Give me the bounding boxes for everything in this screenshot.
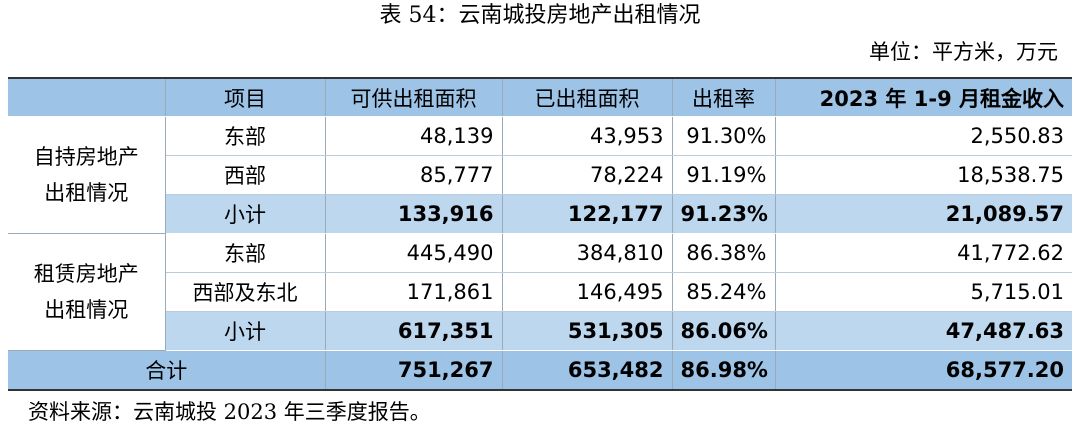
table-body: 项目 可供出租面积 已出租面积 出租率 2023 年 1-9 月租金收入 自持房地产出租情…: [8, 77, 1072, 391]
group-label: 自持房地产出租情况: [33, 145, 139, 205]
cell: 43,953: [502, 116, 673, 156]
cell: 617,351: [325, 311, 503, 351]
subtotal-row: 小计 617,351 531,305 86.06% 47,487.63: [8, 311, 1072, 351]
group-label-cell: 自持房地产出租情况: [8, 116, 166, 234]
header-cell: [8, 77, 166, 117]
cell: 21,089.57: [775, 194, 1072, 234]
row-label: 西部: [165, 155, 326, 195]
cell: 384,810: [502, 233, 673, 273]
table: 项目 可供出租面积 已出租面积 出租率 2023 年 1-9 月租金收入 自持房地产出租情…: [8, 77, 1072, 391]
header-cell: 2023 年 1-9 月租金收入: [775, 77, 1072, 117]
cell: 18,538.75: [775, 155, 1072, 195]
data-row: 西部 85,777 78,224 91.19% 18,538.75: [8, 155, 1072, 195]
data-row: 自持房地产出租情况 东部 48,139 43,953 91.30% 2,550.83: [8, 116, 1072, 234]
row-label: 东部: [165, 233, 326, 273]
cell: 751,267: [325, 350, 503, 391]
header-cell: 已出租面积: [502, 77, 673, 117]
cell: 85,777: [325, 155, 503, 195]
row-label: 合计: [8, 350, 326, 391]
unit-note: 单位：平方米，万元: [869, 40, 1058, 64]
row-label: 东部: [165, 116, 326, 156]
cell: 78,224: [502, 155, 673, 195]
header-cell: 项目: [165, 77, 326, 117]
data-row: 租赁房地产出租情况 东部 445,490 384,810 86.38% 41,772.62: [8, 233, 1072, 351]
cell: 91.30%: [672, 116, 776, 156]
cell: 85.24%: [672, 272, 776, 312]
header-cell: 可供出租面积: [325, 77, 503, 117]
table-title: 表 54：云南城投房地产出租情况: [379, 3, 701, 28]
cell: 41,772.62: [775, 233, 1072, 273]
group-label-cell: 租赁房地产出租情况: [8, 233, 166, 351]
cell: 5,715.01: [775, 272, 1072, 312]
cell: 68,577.20: [775, 350, 1072, 391]
cell: 653,482: [502, 350, 673, 391]
total-row: 合计 751,267 653,482 86.98% 68,577.20: [8, 350, 1072, 391]
row-label: 小计: [165, 311, 326, 351]
cell: 122,177: [502, 194, 673, 234]
source-note: 资料来源：云南城投 2023 年三季度报告。: [28, 400, 431, 424]
cell: 48,139: [325, 116, 503, 156]
row-label: 小计: [165, 194, 326, 234]
subtotal-row: 小计 133,916 122,177 91.23% 21,089.57: [8, 194, 1072, 234]
cell: 91.19%: [672, 155, 776, 195]
cell: 146,495: [502, 272, 673, 312]
cell: 86.06%: [672, 311, 776, 351]
cell: 2,550.83: [775, 116, 1072, 156]
cell: 133,916: [325, 194, 503, 234]
cell: 445,490: [325, 233, 503, 273]
cell: 91.23%: [672, 194, 776, 234]
cell: 86.98%: [672, 350, 776, 391]
cell: 171,861: [325, 272, 503, 312]
row-label: 西部及东北: [165, 272, 326, 312]
cell: 86.38%: [672, 233, 776, 273]
cell: 47,487.63: [775, 311, 1072, 351]
cell: 531,305: [502, 311, 673, 351]
header-row: 项目 可供出租面积 已出租面积 出租率 2023 年 1-9 月租金收入: [8, 77, 1072, 117]
group-label: 租赁房地产出租情况: [33, 262, 139, 322]
header-cell: 出租率: [672, 77, 776, 117]
data-row: 西部及东北 171,861 146,495 85.24% 5,715.01: [8, 272, 1072, 312]
